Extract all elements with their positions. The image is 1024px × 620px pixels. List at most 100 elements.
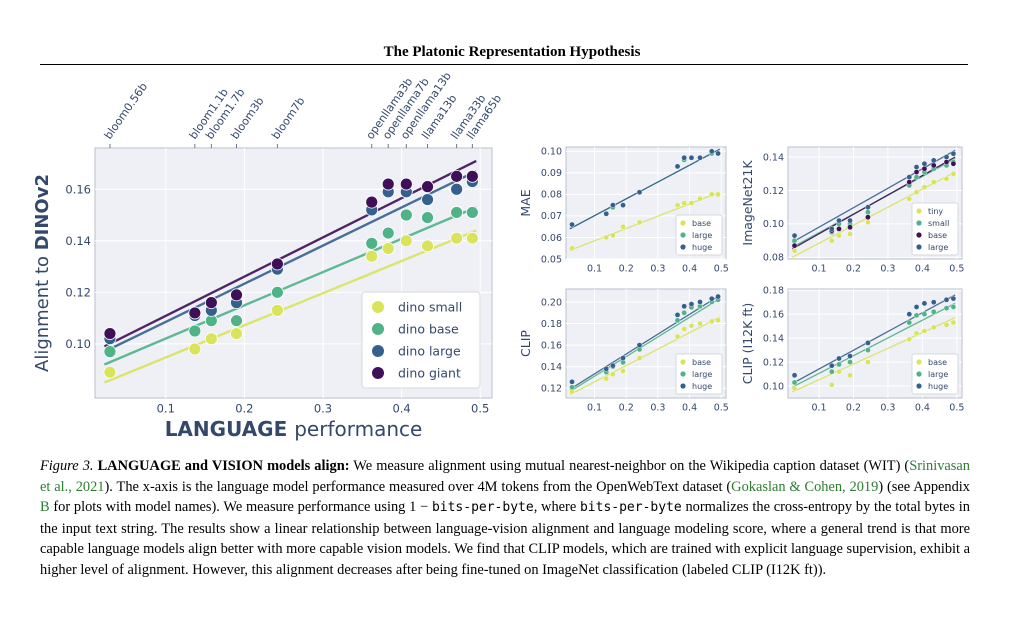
data-point-large: [569, 379, 575, 385]
data-point-giant: [913, 169, 920, 175]
fit-line-base: [569, 298, 721, 393]
data-point-base: [674, 317, 681, 324]
data-point-giant: [399, 177, 413, 191]
data-point-small: [188, 342, 202, 356]
data-point-large: [865, 340, 871, 346]
legend-label: small: [928, 219, 949, 228]
data-point-giant: [950, 160, 957, 167]
data-point-base: [791, 237, 798, 244]
legend-marker-large: [680, 383, 686, 389]
legend-box: [911, 353, 959, 395]
caption-text-3: ) (see Appendix: [878, 478, 970, 495]
data-point-large: [906, 174, 913, 180]
fit-line-large: [103, 170, 477, 353]
data-point-small: [688, 322, 695, 329]
x-tick-label: 0.2: [619, 264, 634, 275]
fit-line-large: [569, 148, 720, 230]
fit-line-giant: [103, 159, 477, 348]
x-tick-label: 0.5: [949, 403, 964, 414]
x-tick-label: 0.1: [587, 403, 602, 414]
top-model-label: bloom7b: [269, 95, 307, 142]
legend-label: huge: [928, 382, 948, 391]
legend-marker-base: [680, 371, 686, 377]
data-point-giant: [930, 162, 937, 169]
y-tick-label: 0.07: [541, 211, 562, 222]
caption-appendix-link[interactable]: B: [40, 499, 50, 516]
legend-marker-small: [372, 301, 384, 313]
data-point-base: [230, 314, 243, 328]
data-point-large: [636, 342, 643, 348]
data-point-large: [610, 362, 616, 369]
legend-marker-small: [916, 359, 922, 365]
data-point-small: [270, 303, 284, 317]
data-point-large: [847, 353, 853, 359]
data-point-small: [688, 200, 695, 206]
legend-marker-base: [916, 371, 922, 377]
data-point-small: [103, 365, 117, 379]
legend-marker-large: [680, 244, 686, 250]
data-point-base: [950, 304, 957, 310]
figure-caption: Figure 3. LANGUAGE and VISION models ali…: [40, 456, 970, 581]
data-point-small: [620, 368, 626, 374]
data-point-giant: [421, 180, 434, 194]
data-point-small: [906, 336, 913, 343]
data-point-base: [450, 206, 464, 219]
data-point-large: [421, 193, 434, 206]
y-tick-label: 0.16: [65, 182, 91, 196]
caption-citation-gokaslan[interactable]: Gokaslan & Cohen, 2019: [731, 478, 879, 495]
data-point-base: [465, 206, 479, 219]
data-point-large: [708, 148, 715, 155]
data-point-large: [836, 217, 842, 224]
data-point-small: [610, 232, 616, 239]
y-tick-label: 0.09: [541, 168, 562, 179]
data-point-large: [620, 355, 626, 361]
y-tick-label: 0.08: [541, 190, 562, 201]
y-tick-label: 0.12: [763, 357, 784, 368]
fit-line-giant: [791, 156, 956, 250]
data-point-large: [636, 189, 643, 196]
data-point-base: [188, 324, 202, 338]
x-tick-label: 0.1: [587, 264, 602, 275]
top-model-label: bloom0.56b: [102, 80, 150, 141]
data-point-base: [421, 211, 434, 224]
data-point-large: [450, 182, 464, 196]
data-point-small: [906, 196, 913, 202]
y-axis-label: Alignment to DINOv2: [32, 174, 53, 372]
data-point-small: [921, 184, 928, 190]
data-point-small: [450, 231, 464, 245]
data-point-large: [681, 154, 687, 161]
data-point-base: [681, 309, 687, 316]
data-point-small: [943, 322, 950, 328]
chart-mae: 0.1 0.2 0.3 0.4 0.5 0.05 0.06 0.07 0.08 0.09 0.10 b…: [518, 146, 729, 275]
data-point-small: [399, 234, 413, 248]
data-point-giant: [943, 159, 950, 165]
data-point-large: [688, 301, 695, 307]
x-axis-label-rest: performance: [294, 417, 422, 441]
legend-marker-small: [916, 208, 922, 214]
data-point-large: [865, 204, 871, 210]
fit-line-small: [791, 171, 956, 258]
data-point-base: [270, 285, 284, 299]
data-point-small: [381, 242, 395, 255]
data-point-small: [930, 324, 937, 331]
y-tick-label: 0.14: [763, 333, 784, 344]
legend-label: base: [692, 219, 711, 228]
x-tick-label: 0.4: [682, 403, 697, 414]
legend-box: [361, 291, 481, 389]
data-point-large: [791, 232, 798, 239]
data-point-base: [921, 311, 928, 317]
x-tick-label: 0.3: [650, 403, 665, 414]
data-point-large: [906, 311, 913, 317]
data-point-large: [620, 202, 626, 208]
data-point-base: [906, 319, 913, 326]
caption-citation-srinivasan[interactable]: Srinivasan et al., 2021: [40, 458, 970, 495]
x-tick-label: 0.2: [846, 403, 861, 414]
legend-box: [911, 202, 959, 256]
data-point-base: [103, 345, 117, 359]
data-point-small: [791, 385, 798, 392]
data-point-large: [697, 154, 703, 161]
legend-label: dino giant: [398, 366, 461, 381]
y-tick-label: 0.05: [541, 254, 562, 265]
fit-line-base: [791, 302, 956, 388]
chart-clip: 0.1 0.2 0.3 0.4 0.5 0.12 0.14 0.16 0.18 0.20 base l…: [518, 288, 729, 414]
